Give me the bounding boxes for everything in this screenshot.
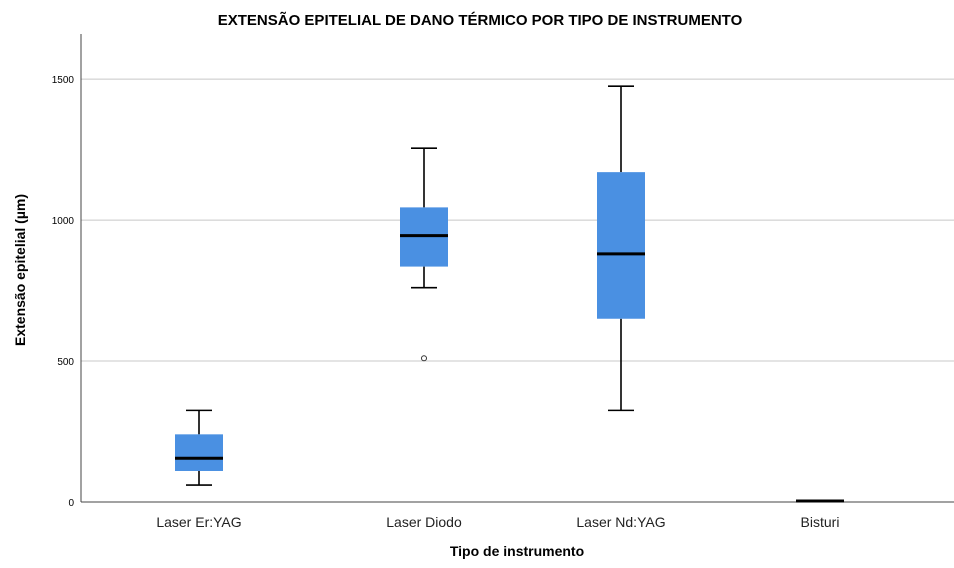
box-iqr [597, 172, 645, 319]
x-tick-label: Laser Diodo [386, 514, 462, 530]
boxes [175, 85, 844, 503]
y-axis-title: Extensão epitelial (µm) [12, 194, 28, 346]
box-group [597, 85, 645, 412]
y-tick-label: 0 [68, 498, 74, 509]
box-group [400, 147, 448, 362]
x-tick-label: Laser Nd:YAG [576, 514, 665, 530]
box-group [175, 409, 223, 486]
x-axis-title: Tipo de instrumento [450, 543, 584, 559]
outlier-point [421, 355, 427, 362]
y-tick-label: 1000 [52, 216, 75, 227]
chart-title: EXTENSÃO EPITELIAL DE DANO TÉRMICO POR T… [218, 11, 743, 29]
x-tick-label: Laser Er:YAG [156, 514, 241, 530]
x-tick-labels: Laser Er:YAG Laser Diodo Laser Nd:YAG Bistu… [156, 514, 839, 530]
x-tick-label: Bisturi [801, 514, 840, 530]
box-iqr [175, 434, 223, 471]
gridlines [81, 78, 954, 362]
y-tick-label: 1500 [52, 75, 75, 86]
y-tick-labels: 0 500 1000 1500 [52, 75, 75, 509]
y-tick-label: 500 [57, 357, 74, 368]
